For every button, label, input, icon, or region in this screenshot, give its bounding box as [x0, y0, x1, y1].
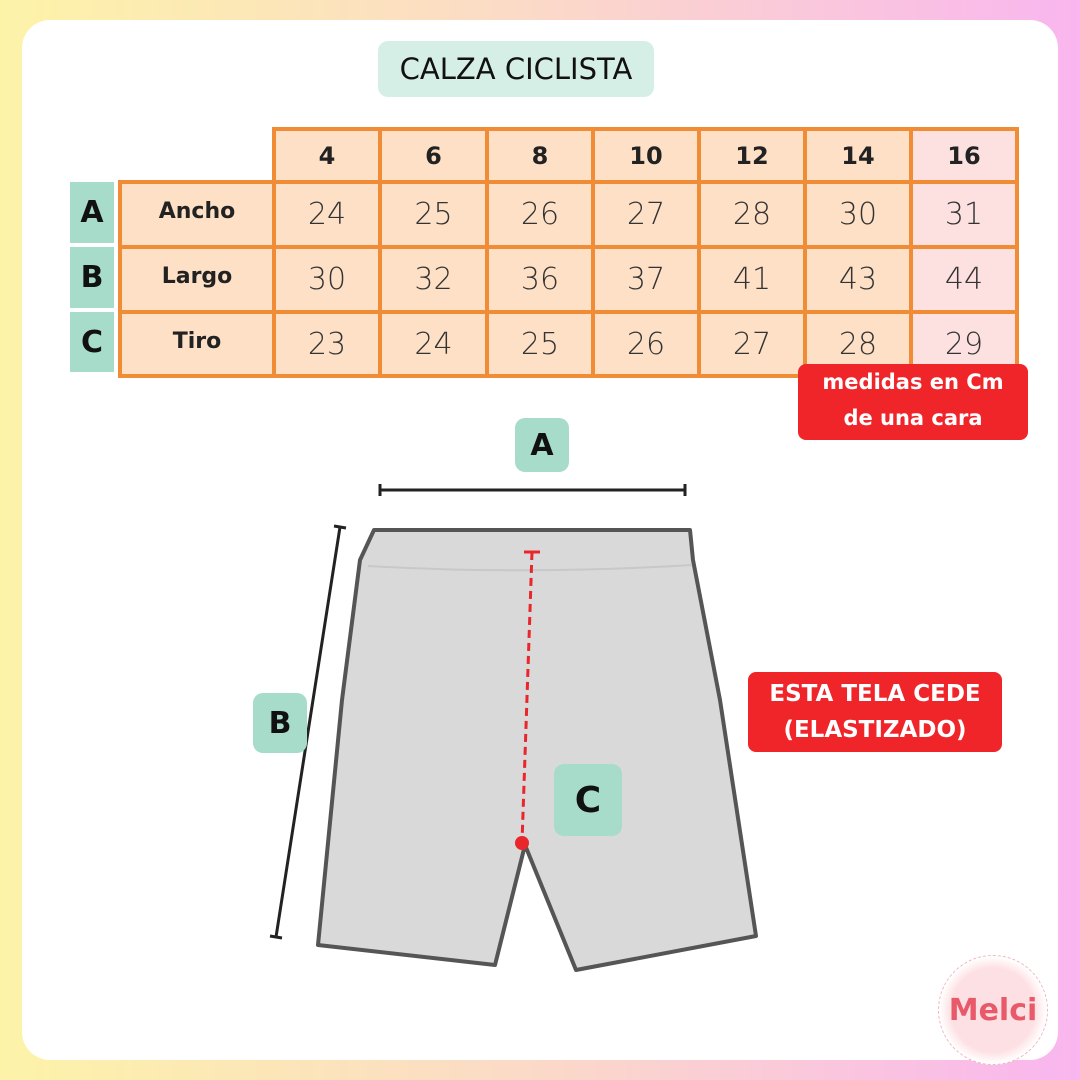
- brand-logo-text: Melci: [948, 992, 1038, 1028]
- table-cell: 27: [697, 310, 807, 378]
- table-cell: 28: [697, 180, 807, 249]
- size-header-14: 14: [803, 127, 913, 184]
- rise-measure-line: [520, 551, 534, 844]
- label-c: C: [554, 764, 622, 836]
- table-cell: 44: [909, 245, 1019, 314]
- length-measure-line: [274, 526, 342, 938]
- row-letter-B: B: [70, 247, 114, 308]
- table-cell: 43: [803, 245, 913, 314]
- brand-logo: Melci: [938, 955, 1048, 1065]
- page-title: CALZA CICLISTA: [378, 41, 654, 97]
- table-cell: 26: [485, 180, 595, 249]
- table-cell: 23: [272, 310, 382, 378]
- stretch-note-line1: ESTA TELA CEDE: [769, 681, 981, 707]
- units-note: medidas en Cm de una cara: [798, 364, 1028, 440]
- shorts-illustration: [316, 528, 758, 972]
- table-cell: 31: [909, 180, 1019, 249]
- size-header-16: 16: [909, 127, 1019, 184]
- table-cell: 30: [272, 245, 382, 314]
- rise-point: [515, 836, 529, 850]
- stretch-note: ESTA TELA CEDE (ELASTIZADO): [748, 672, 1002, 752]
- units-note-line1: medidas en Cm: [822, 370, 1004, 394]
- label-b: B: [253, 693, 307, 753]
- table-cell: 27: [591, 180, 701, 249]
- units-note-line2: de una cara: [843, 406, 983, 430]
- row-letter-C: C: [70, 312, 114, 372]
- row-label: Tiro: [118, 310, 276, 378]
- stretch-note-line2: (ELASTIZADO): [783, 717, 967, 743]
- row-letter-A: A: [70, 182, 114, 243]
- table-cell: 36: [485, 245, 595, 314]
- label-a: A: [515, 418, 569, 472]
